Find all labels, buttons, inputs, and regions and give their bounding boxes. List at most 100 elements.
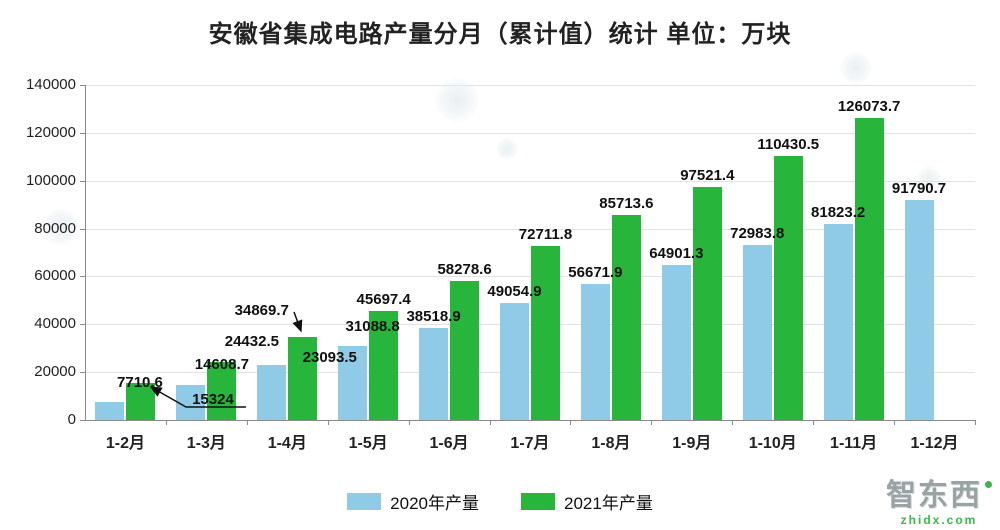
gridline xyxy=(86,180,975,182)
value-label-2021年产量-1-7月: 72711.8 xyxy=(518,226,573,243)
x-tick-mark xyxy=(813,420,815,425)
legend-swatch-2021 xyxy=(521,493,555,510)
value-label-2021年产量-1-6月: 58278.6 xyxy=(437,260,492,278)
bar-2020年产量-1-9月 xyxy=(661,264,691,420)
bubble-decoration xyxy=(496,138,518,160)
y-axis-label: 40000 xyxy=(34,315,76,333)
value-label-2020年产量-1-4月: 23093.5 xyxy=(302,348,357,366)
value-label-2020年产量-1-3月: 14608.7 xyxy=(194,356,249,374)
bar-2021年产量-1-8月 xyxy=(611,214,641,420)
x-tick-mark xyxy=(165,420,167,425)
watermark-brand: 智东西 xyxy=(886,479,982,512)
value-label-2020年产量-1-8月: 56671.9 xyxy=(568,264,623,282)
value-label-2020年产量-1-6月: 38518.9 xyxy=(406,307,461,325)
gridline xyxy=(86,372,975,374)
bar-2020年产量-1-4月 xyxy=(257,364,287,420)
bar-2021年产量-1-7月 xyxy=(531,246,560,420)
y-tick-mark xyxy=(80,372,85,374)
value-label-2020年产量-1-2月: 7710.6 xyxy=(117,373,163,391)
arrow-34869 xyxy=(292,311,303,333)
y-axis-label: 20000 xyxy=(34,363,76,381)
legend-item-2021: 2021年产量 xyxy=(521,489,653,514)
bar-2020年产量-1-6月 xyxy=(419,327,449,420)
x-tick-mark xyxy=(408,420,410,425)
bar-2020年产量-1-2月 xyxy=(95,401,125,420)
x-axis-label: 1-9月 xyxy=(672,435,712,452)
x-tick-mark xyxy=(327,420,329,425)
y-axis-label: 120000 xyxy=(25,123,76,141)
y-tick-mark xyxy=(80,85,85,86)
bubble-decoration xyxy=(42,208,80,246)
gridline xyxy=(86,228,975,230)
x-tick-mark xyxy=(489,420,491,425)
watermark: 智东西 zhidx.com xyxy=(886,481,992,526)
x-axis-label: 1-2月 xyxy=(105,435,146,452)
x-tick-mark xyxy=(246,420,248,425)
y-axis-line xyxy=(85,85,86,420)
x-tick-mark xyxy=(975,420,976,425)
x-tick-mark xyxy=(894,420,896,425)
x-tick-mark xyxy=(570,420,572,425)
value-label-2021年产量-1-11月: 126073.7 xyxy=(837,98,901,116)
y-axis-label: 0 xyxy=(67,411,76,428)
y-axis-label: 140000 xyxy=(25,76,76,93)
y-tick-mark xyxy=(80,132,85,134)
value-label-2021年产量-1-10月: 110430.5 xyxy=(757,135,820,153)
legend-label-2020: 2020年产量 xyxy=(390,494,479,513)
bubble-decoration xyxy=(840,52,872,84)
y-tick-mark xyxy=(80,276,85,278)
gridline xyxy=(86,85,975,86)
chart-title: 安徽省集成电路产量分月（累计值）统计 单位：万块 xyxy=(208,21,792,48)
value-label-2020年产量-1-10月: 72983.8 xyxy=(730,225,785,243)
bar-2021年产量-1-6月 xyxy=(450,280,480,420)
legend-label-2021: 2021年产量 xyxy=(564,494,653,513)
y-axis-label: 80000 xyxy=(34,219,76,237)
x-axis-label: 1-7月 xyxy=(510,435,550,452)
value-label-2020年产量-1-11月: 81823.2 xyxy=(811,204,866,222)
value-label-2021年产量-1-3月: 24432.5 xyxy=(224,332,279,350)
y-axis-label: 100000 xyxy=(25,171,76,189)
bar-2020年产量-1-8月 xyxy=(580,284,610,420)
y-tick-mark xyxy=(80,228,85,230)
legend-item-2020: 2020年产量 xyxy=(347,489,479,514)
watermark-dot-icon xyxy=(985,481,992,488)
x-axis-label: 1-8月 xyxy=(591,435,631,452)
x-axis-label: 1-11月 xyxy=(830,435,878,452)
value-label-2021年产量-1-8月: 85713.6 xyxy=(599,194,654,212)
bar-2020年产量-1-10月 xyxy=(742,245,772,420)
bar-2021年产量-1-11月 xyxy=(854,118,884,420)
x-axis-label: 1-4月 xyxy=(267,435,307,452)
watermark-domain: zhidx.com xyxy=(900,513,978,527)
y-tick-mark xyxy=(80,420,85,421)
x-axis-label: 1-12月 xyxy=(910,435,959,452)
value-label-2020年产量-1-9月: 64901.3 xyxy=(649,244,704,262)
y-tick-mark xyxy=(80,324,85,326)
x-tick-mark xyxy=(732,420,734,425)
bubble-decoration xyxy=(916,166,942,192)
bar-2021年产量-1-4月 xyxy=(288,336,318,420)
bar-2021年产量-1-10月 xyxy=(773,155,803,420)
y-axis-label: 60000 xyxy=(34,267,76,285)
value-label-2020年产量-1-12月: 91790.7 xyxy=(891,180,947,198)
x-axis-label: 1-3月 xyxy=(186,435,226,452)
gridline xyxy=(86,324,975,326)
bar-2020年产量-1-11月 xyxy=(823,224,853,420)
gridline xyxy=(86,276,975,278)
bar-2021年产量-1-5月 xyxy=(369,310,399,420)
value-label-2021年产量-1-4月: 34869.7 xyxy=(234,301,289,319)
x-axis-label: 1-10月 xyxy=(748,435,797,452)
gridline xyxy=(86,132,975,134)
value-label-2020年产量-1-7月: 49054.9 xyxy=(487,282,542,300)
x-tick-mark xyxy=(651,420,653,425)
value-label-2021年产量-1-5月: 45697.4 xyxy=(356,290,411,308)
bar-2021年产量-1-9月 xyxy=(692,186,722,420)
x-axis-label: 1-6月 xyxy=(429,435,469,452)
y-tick-mark xyxy=(80,180,85,182)
legend: 2020年产量 2021年产量 xyxy=(0,489,1000,514)
x-axis-line xyxy=(85,420,976,421)
value-label-2021年产量-1-9月: 97521.4 xyxy=(680,166,735,184)
value-label-2020年产量-1-5月: 31088.8 xyxy=(345,317,400,335)
x-axis-label: 1-5月 xyxy=(348,435,388,452)
bar-2020年产量-1-7月 xyxy=(500,302,529,420)
